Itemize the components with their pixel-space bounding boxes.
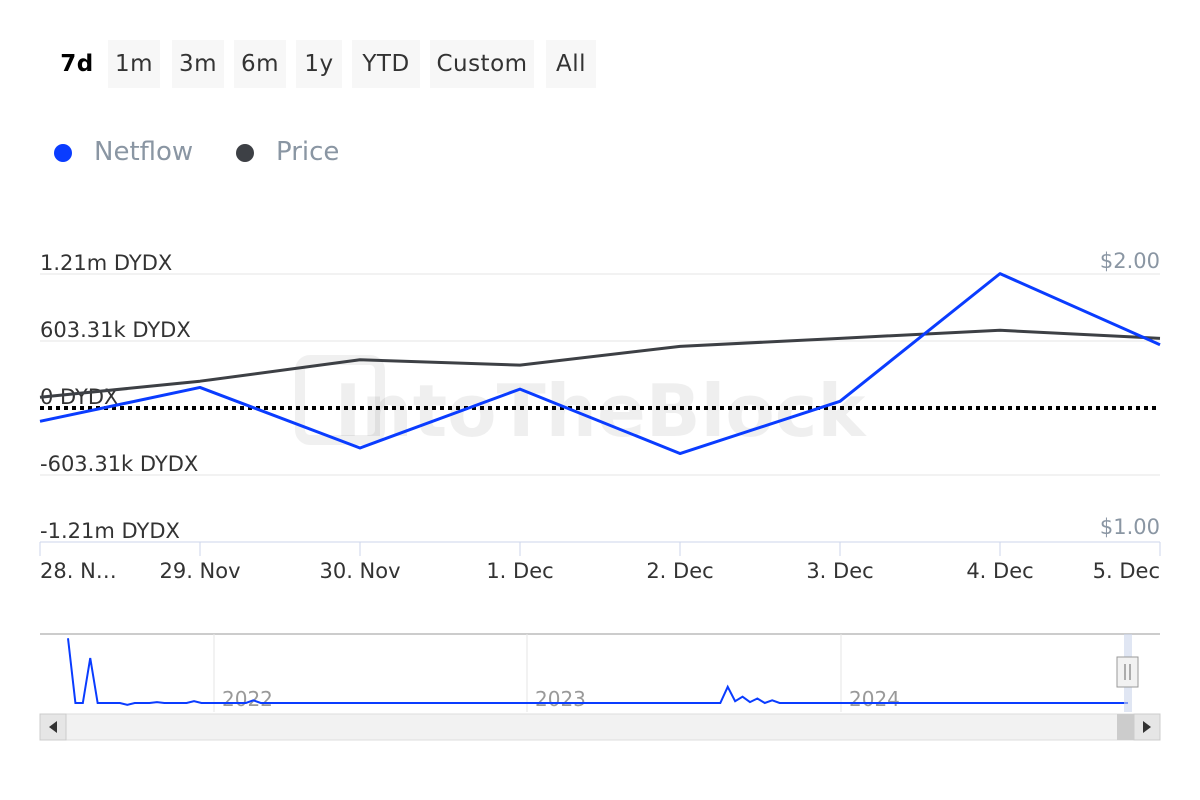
range-button-7d[interactable]: 7d bbox=[52, 40, 102, 88]
range-button-6m[interactable]: 6m bbox=[234, 40, 286, 88]
watermark: IntoTheBlock bbox=[295, 355, 868, 453]
range-button-all[interactable]: All bbox=[546, 40, 596, 88]
navigator-year-label: 2024 bbox=[849, 687, 900, 711]
x-tick-label: 28. N… bbox=[40, 559, 117, 583]
series-line-price bbox=[39, 328, 1161, 399]
x-tick-label: 29. Nov bbox=[159, 559, 240, 583]
x-tick-label: 30. Nov bbox=[319, 559, 400, 583]
legend-label: Price bbox=[276, 137, 340, 167]
legend-dot-icon bbox=[236, 144, 254, 162]
scrollbar-track[interactable] bbox=[39, 713, 1161, 741]
left-tick-label: 1.21m DYDX bbox=[40, 251, 172, 275]
right-axis: $2.00 $1.00 bbox=[1100, 249, 1160, 539]
range-button-1m[interactable]: 1m bbox=[108, 40, 160, 88]
x-tick-label: 5. Dec bbox=[1093, 559, 1160, 583]
scrollbar-thumb[interactable] bbox=[1117, 714, 1134, 740]
x-axis: 28. N… 29. Nov 30. Nov 1. Dec 2. Dec 3. Dec 4.… bbox=[39, 541, 1161, 583]
left-tick-label: -1.21m DYDX bbox=[40, 519, 180, 543]
arrow-right-icon bbox=[1143, 721, 1151, 733]
right-tick-label: $2.00 bbox=[1100, 249, 1160, 273]
navigator-year-label: 2022 bbox=[222, 687, 273, 711]
navigator-handle[interactable] bbox=[1116, 656, 1139, 688]
x-tick-label: 1. Dec bbox=[486, 559, 553, 583]
left-tick-label: -603.31k DYDX bbox=[40, 452, 198, 476]
x-tick-label: 2. Dec bbox=[646, 559, 713, 583]
left-tick-label: 603.31k DYDX bbox=[40, 318, 191, 342]
navigator-series-line bbox=[67, 638, 1128, 706]
series-line-netflow bbox=[39, 272, 1161, 456]
range-button-custom[interactable]: Custom bbox=[430, 40, 534, 88]
legend-dot-icon bbox=[54, 144, 72, 162]
watermark-text: IntoTheBlock bbox=[335, 369, 868, 453]
navigator-year-label: 2023 bbox=[535, 687, 586, 711]
right-tick-label: $1.00 bbox=[1100, 515, 1160, 539]
range-button-3m[interactable]: 3m bbox=[172, 40, 224, 88]
range-button-ytd[interactable]: YTD bbox=[352, 40, 420, 88]
x-tick-label: 4. Dec bbox=[966, 559, 1033, 583]
range-button-1y[interactable]: 1y bbox=[296, 40, 342, 88]
plot-series bbox=[39, 272, 1161, 456]
navigator-handle-box[interactable] bbox=[1116, 656, 1139, 688]
x-tick-label: 3. Dec bbox=[806, 559, 873, 583]
navigator[interactable]: 2022 2023 2024 bbox=[39, 633, 1161, 741]
arrow-left-icon bbox=[49, 721, 57, 733]
legend-label: Netflow bbox=[94, 137, 194, 167]
